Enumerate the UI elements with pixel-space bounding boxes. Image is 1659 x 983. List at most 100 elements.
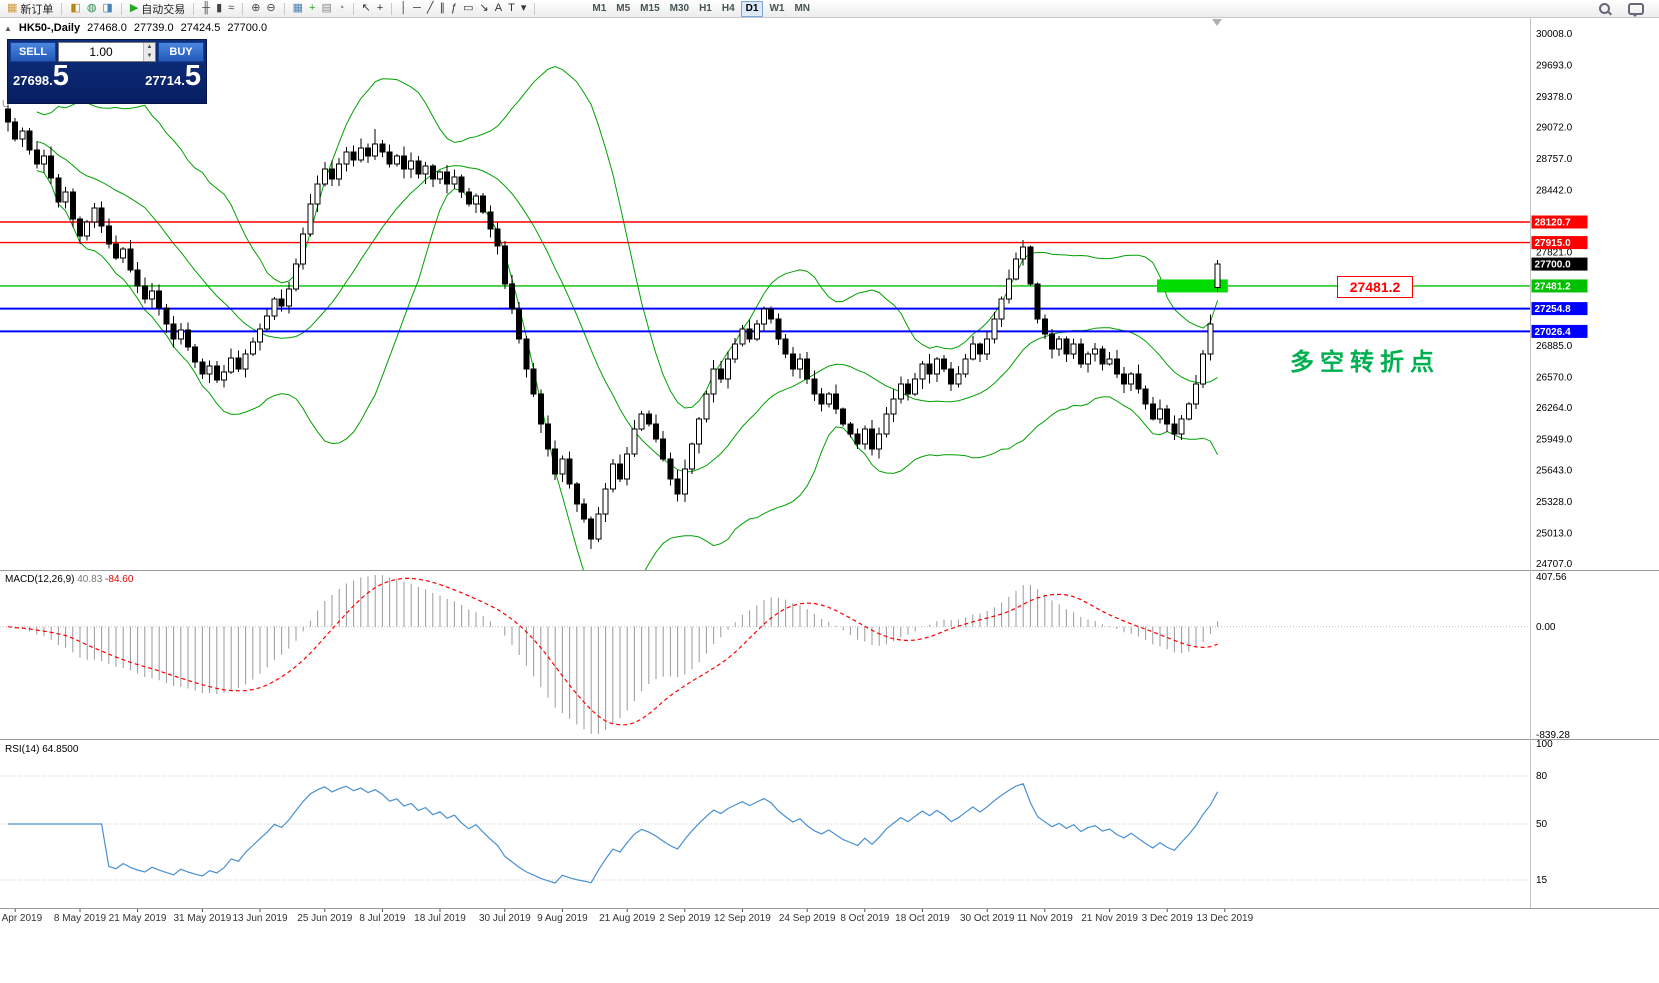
terminal-button[interactable]: ◨ (99, 2, 115, 15)
chat-button[interactable] (1625, 2, 1647, 17)
price-badge-label: 27700.0 (1535, 260, 1572, 271)
one-click-trading-panel: SELL 1.00 ▲ ▼ BUY 27698. 5 27714. 5 (8, 40, 206, 103)
rsi-axis-label: 80 (1536, 771, 1548, 782)
date-tick-label: 13 Jun 2019 (232, 913, 287, 924)
horizontal-line-button[interactable]: ─ (410, 2, 424, 15)
toolbar-separator (242, 2, 244, 15)
price-badge-label: 28120.7 (1535, 218, 1572, 229)
volume-up-icon[interactable]: ▲ (144, 43, 155, 52)
channel-button[interactable]: ∥ (437, 2, 449, 15)
timeframe-m1[interactable]: M1 (592, 2, 607, 14)
price-badge-label: 27026.4 (1535, 327, 1572, 338)
navigator-button[interactable]: ◍ (84, 2, 100, 15)
turning-point-annotation[interactable]: 多空转折点 (1290, 349, 1440, 376)
macd-histogram (14, 575, 1219, 734)
candlestick-chart-icon: ▮ (216, 2, 223, 14)
price-tick-label: 26570.0 (1536, 373, 1573, 384)
fibonacci-button[interactable]: ƒ (448, 2, 460, 15)
date-tick-label: 30 Jul 2019 (479, 913, 531, 924)
price-tick-label: 29693.0 (1536, 60, 1573, 71)
toolbar-right (1596, 2, 1655, 17)
date-tick-label: 11 Nov 2019 (1017, 913, 1073, 924)
sell-button[interactable]: SELL (10, 42, 56, 62)
chart-shift-marker[interactable] (1212, 19, 1222, 26)
price-level-label[interactable]: 27481.2 (1337, 276, 1413, 298)
timeframe-w1[interactable]: W1 (769, 2, 785, 14)
date-tick-label: 12 Sep 2019 (714, 913, 771, 924)
volume-arrows: ▲ ▼ (143, 43, 155, 61)
volume-value[interactable]: 1.00 (89, 45, 113, 59)
rsi-axis-label: 100 (1536, 739, 1553, 750)
date-tick-label: 30 Oct 2019 (960, 913, 1015, 924)
timeframe-group: M1 M5 M15 M30 H1 H4 D1 W1 MN (588, 0, 814, 17)
search-button[interactable] (1596, 2, 1613, 15)
timeframe-h1[interactable]: H1 (699, 2, 712, 14)
tile-windows-button[interactable]: ▦ (290, 2, 306, 15)
ohlc-high: 27739.0 (133, 22, 174, 34)
timeframe-d1[interactable]: D1 (740, 0, 764, 17)
date-tick-label: 21 May 2019 (109, 913, 167, 924)
date-tick-label: 3 Dec 2019 (1142, 913, 1194, 924)
price-tick-label: 29072.0 (1536, 122, 1573, 133)
ohlc-close: 27700.0 (227, 22, 268, 34)
timeframe-mn[interactable]: MN (794, 2, 811, 14)
cursor-button[interactable]: ↖ (359, 2, 374, 15)
price-tick-label: 25643.0 (1536, 465, 1573, 476)
auto-trading-icon: ▶ (129, 2, 139, 14)
highlight-zone[interactable] (1157, 279, 1228, 293)
date-tick-label: 18 Jul 2019 (414, 913, 466, 924)
buy-price-main: 27714. (145, 72, 185, 88)
panel-dividers (0, 18, 1659, 909)
indicators-icon: + (309, 2, 316, 14)
indicators-button[interactable]: + (306, 2, 318, 15)
volume-down-icon[interactable]: ▼ (144, 52, 155, 61)
trendline-button[interactable]: ╱ (424, 2, 437, 15)
market-watch-button[interactable]: ◧ (67, 2, 83, 15)
rsi-label: RSI(14) 64.8500 (5, 744, 79, 755)
vertical-line-icon: │ (400, 2, 408, 14)
price-axis[interactable]: 30008.0 29693.0 29378.0 29072.0 28757.0 28442… (1531, 29, 1588, 570)
zoom-in-button[interactable]: ⊕ (248, 2, 263, 15)
terminal-icon: ◨ (102, 2, 113, 14)
macd-panel: MACD(12,26,9) 40.83 -84.60 407.56 0.00 -839… (0, 572, 1570, 741)
ohlc-low: 27424.5 (180, 22, 221, 34)
new-order-button[interactable]: ▦ 新订单 (4, 0, 56, 18)
bollinger-upper-line (36, 65, 1219, 409)
candlestick-chart-button[interactable]: ▮ (213, 2, 225, 15)
toolbar-group: ╫ ▮ ≈ (199, 2, 237, 15)
arrows-button[interactable]: ↘ (477, 2, 492, 15)
ohlc-open: 27468.0 (87, 22, 127, 34)
bar-chart-button[interactable]: ╫ (199, 2, 213, 15)
price-badge (1531, 236, 1588, 250)
vertical-line-button[interactable]: │ (397, 2, 410, 15)
timeframe-m15[interactable]: M15 (640, 2, 660, 14)
templates-button[interactable]: ▤ (318, 2, 334, 15)
text-button[interactable]: A (492, 2, 505, 15)
line-chart-button[interactable]: ≈ (225, 2, 237, 15)
bollinger-bands (36, 65, 1219, 570)
buy-button[interactable]: BUY (158, 42, 204, 62)
timeframe-m5[interactable]: M5 (616, 2, 631, 14)
price-badge (1531, 279, 1588, 293)
periods-button[interactable]: ◔ (335, 2, 348, 15)
volume-stepper[interactable]: 1.00 ▲ ▼ (58, 42, 156, 62)
timeframe-h4[interactable]: H4 (721, 2, 735, 14)
toolbar-group: ⊕ ⊖ (248, 2, 278, 15)
price-badge (1531, 257, 1588, 271)
auto-trading-button[interactable]: ▶ 自动交易 (127, 0, 188, 18)
crosshair-button[interactable]: + (374, 2, 386, 15)
label-button[interactable]: T (505, 2, 518, 15)
horizontal-line-icon: ─ (413, 2, 421, 14)
timeframe-m30[interactable]: M30 (669, 2, 690, 14)
bar-chart-icon: ╫ (202, 2, 211, 14)
shapes-button[interactable]: ▭ (460, 2, 476, 15)
more-tools-button[interactable]: ▾ (518, 2, 530, 15)
object-label: U (2, 99, 10, 110)
date-tick-label: 21 Nov 2019 (1081, 913, 1138, 924)
zoom-out-button[interactable]: ⊖ (263, 2, 278, 15)
bollinger-lower-line (36, 170, 1219, 570)
date-tick-label: 31 May 2019 (173, 913, 231, 924)
toolbar-group: ◧ ◍ ◨ (67, 2, 115, 15)
